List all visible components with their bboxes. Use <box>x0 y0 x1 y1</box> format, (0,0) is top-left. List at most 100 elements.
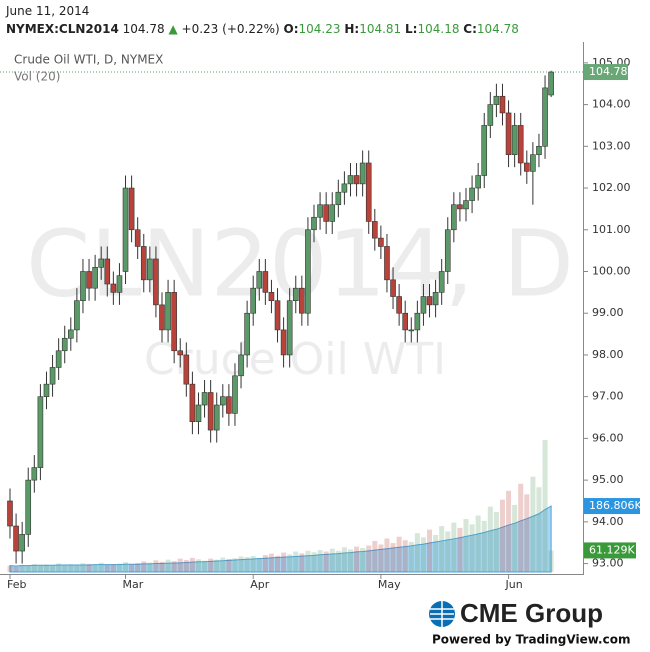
candle-body <box>457 204 463 210</box>
candle-body <box>359 162 366 185</box>
y-tick-label: 99.00 <box>592 306 624 319</box>
volume-bar <box>7 565 13 572</box>
volume-bar <box>335 550 341 572</box>
volume-bar <box>390 543 396 572</box>
candle-body <box>371 221 378 239</box>
volume-bar <box>402 540 408 572</box>
candle-body <box>104 258 111 285</box>
candle-body <box>274 300 281 331</box>
candle-body <box>311 216 317 231</box>
powered-by[interactable]: Powered by TradingView.com <box>432 633 630 647</box>
candle-body <box>183 354 190 385</box>
low-label: L: <box>405 22 418 36</box>
volume-bar <box>275 555 281 572</box>
volume-bar <box>518 483 524 572</box>
volume-bar <box>481 520 487 572</box>
volume-bar <box>506 490 512 572</box>
y-tick-label: 94.00 <box>592 515 624 528</box>
candle-body <box>530 154 536 172</box>
candle-body <box>408 329 415 332</box>
last-price-tag-box <box>584 64 628 81</box>
volume-bar <box>311 552 317 572</box>
candle-body <box>92 267 98 289</box>
quote-line: NYMEX:CLN2014 104.78 ▲ +0.23 (+0.22%) O:… <box>6 22 519 36</box>
volume-bar <box>293 551 299 572</box>
volume-bar <box>43 564 49 572</box>
volume-bar <box>208 558 214 572</box>
volume-bar <box>305 550 311 572</box>
candle-body <box>378 237 384 247</box>
candle-body <box>177 350 184 356</box>
candle-body <box>517 125 524 164</box>
y-tick-label: 98.00 <box>592 348 624 361</box>
volume-bar <box>147 562 153 572</box>
volume-bar <box>80 563 86 572</box>
volume-bar <box>171 561 177 572</box>
candle-body <box>147 258 153 281</box>
candle-body <box>347 175 354 185</box>
plot-layer <box>0 70 583 573</box>
x-tick-label: Apr <box>250 578 270 591</box>
volume-bar <box>116 563 122 572</box>
volume-bar <box>451 522 457 572</box>
volume-bar <box>153 560 159 572</box>
volume-bar <box>445 531 451 572</box>
candle-body <box>432 292 439 306</box>
volume-bar <box>372 540 378 572</box>
volume-bar <box>19 564 25 572</box>
volume-bar <box>135 563 141 572</box>
open-value: 104.23 <box>298 22 341 36</box>
volume-bar <box>123 562 129 572</box>
candle-body <box>195 404 202 423</box>
volume-bar <box>548 550 554 572</box>
candle-body <box>244 312 250 356</box>
legend-title: Crude Oil WTI, D, NYMEX <box>14 53 163 67</box>
y-tick-label: 97.00 <box>592 390 624 403</box>
candle-body <box>207 392 214 431</box>
candle-body <box>396 296 402 314</box>
candle-body <box>365 162 372 222</box>
candle-body <box>305 229 311 314</box>
x-tick-label: Jun <box>505 578 523 591</box>
candle-body <box>80 271 86 301</box>
volume-bar <box>165 559 171 572</box>
candle-body <box>280 329 287 356</box>
volume-bar <box>220 557 226 572</box>
candle-body <box>481 125 488 176</box>
candle-body <box>31 467 38 481</box>
candle-body <box>25 479 32 535</box>
volume-bar <box>141 561 147 572</box>
volume-bar <box>92 564 98 572</box>
candle-body <box>98 258 104 268</box>
volume-bar <box>378 544 384 572</box>
brand: CME Group <box>460 598 603 628</box>
volume-bar <box>512 504 518 572</box>
candle-body <box>536 146 542 155</box>
volume-bar <box>50 565 56 572</box>
volume-bar <box>74 565 80 572</box>
candle-body <box>542 87 548 147</box>
volume-bar <box>469 524 475 572</box>
volume-bar <box>183 559 189 572</box>
y-tick-label: 103.00 <box>592 139 631 152</box>
volume-bar <box>499 499 505 572</box>
candle-body <box>317 204 323 218</box>
volume-bar <box>524 494 530 572</box>
watermark: CLN2014, D Crude Oil WTI <box>26 210 574 385</box>
volume-tag-box <box>584 542 636 559</box>
volume-bar <box>98 562 104 572</box>
candle-body <box>262 271 269 293</box>
volume-bar <box>281 552 287 572</box>
candle-body <box>189 383 196 423</box>
candle-body <box>444 229 451 272</box>
candle-body <box>463 200 469 210</box>
candle-body <box>74 300 80 331</box>
volume-bar <box>329 548 335 572</box>
x-tick-label: Mar <box>123 578 144 591</box>
candle-body <box>499 95 506 114</box>
candle-body <box>390 279 396 297</box>
volume-bar <box>384 538 390 572</box>
y-tick-label: 93.00 <box>592 557 624 570</box>
